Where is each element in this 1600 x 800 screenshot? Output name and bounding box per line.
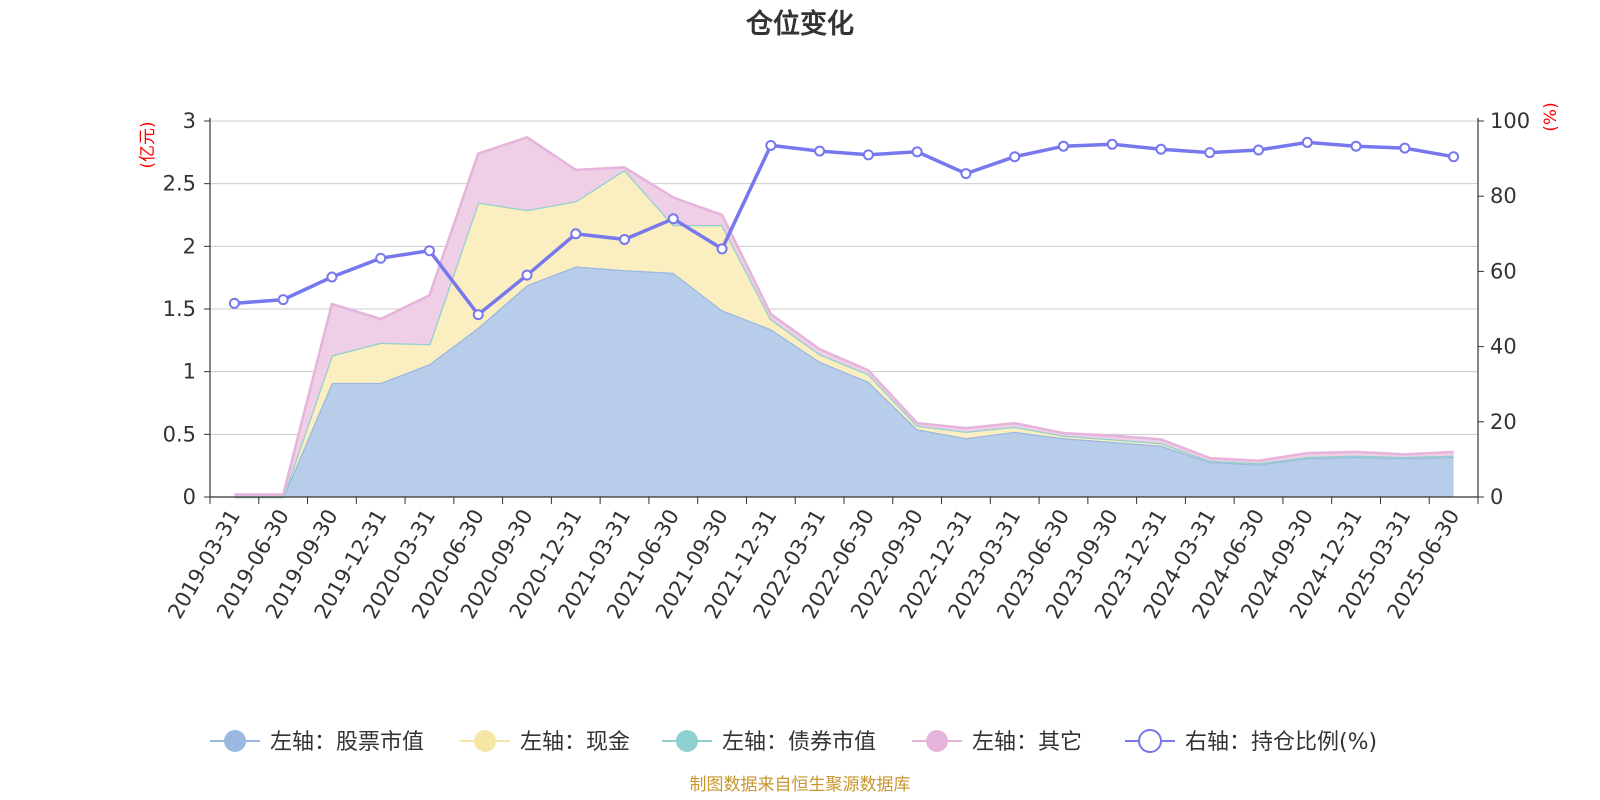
ratio-point <box>570 228 582 240</box>
right-axis-tick-label: 100 <box>1490 109 1530 133</box>
right-axis-tick-label: 60 <box>1490 259 1517 283</box>
left-axis-tick-label: 1 <box>183 360 196 384</box>
ratio-point <box>716 243 728 255</box>
legend-item[interactable]: 左轴：股票市值 <box>210 730 424 755</box>
ratio-point <box>911 146 923 158</box>
ratio-point <box>1106 138 1118 150</box>
ratio-point <box>667 213 679 225</box>
ratio-point <box>521 269 533 281</box>
legend-item[interactable]: 左轴：其它 <box>912 730 1082 755</box>
legend-label: 左轴：股票市值 <box>270 730 424 755</box>
ratio-point <box>472 309 484 321</box>
left-axis-tick-label: 0 <box>183 485 196 509</box>
ratio-point <box>1057 140 1069 152</box>
ratio-point <box>1448 151 1460 163</box>
position-ratio-series <box>228 136 1460 321</box>
legend-label: 左轴：现金 <box>520 730 630 755</box>
left-axis-tick-label: 0.5 <box>163 422 196 446</box>
legend-marker-icon <box>224 730 246 752</box>
ratio-point <box>375 252 387 264</box>
right-axis-tick-label: 40 <box>1490 335 1517 359</box>
legend-marker-icon <box>676 730 698 752</box>
ratio-point <box>1204 147 1216 159</box>
data-source-note: 制图数据来自恒生聚源数据库 <box>690 775 911 795</box>
legend-marker-icon <box>1138 729 1162 753</box>
ratio-point <box>228 297 240 309</box>
left-axis-tick-label: 2 <box>183 234 196 258</box>
legend-item[interactable]: 左轴：现金 <box>460 730 630 755</box>
ratio-point <box>423 245 435 257</box>
right-axis-tick-label: 20 <box>1490 410 1517 434</box>
chart-title: 仓位变化 <box>745 8 854 40</box>
area-1 <box>234 266 1454 497</box>
ratio-point <box>326 271 338 283</box>
legend-label: 左轴：其它 <box>972 730 1082 755</box>
ratio-point <box>1009 151 1021 163</box>
stacked-area-series <box>234 135 1454 499</box>
area-edge-4 <box>234 135 1454 496</box>
ratio-point <box>1155 143 1167 155</box>
ratio-point <box>765 139 777 151</box>
legend-item[interactable]: 右轴：持仓比例(%) <box>1125 729 1377 755</box>
ratio-point <box>619 233 631 245</box>
ratio-point <box>1301 136 1313 148</box>
left-axis-unit: (亿元) <box>138 121 158 168</box>
legend-label: 右轴：持仓比例(%) <box>1185 730 1377 755</box>
legend-marker-icon <box>926 730 948 752</box>
ratio-point <box>862 149 874 161</box>
ratio-point <box>1399 142 1411 154</box>
ratio-point <box>960 168 972 180</box>
legend-marker-icon <box>474 730 496 752</box>
ratio-line <box>234 140 1454 318</box>
legend-item[interactable]: 左轴：债券市值 <box>662 730 876 755</box>
ratio-point <box>1350 140 1362 152</box>
legend[interactable]: 左轴：股票市值 左轴：现金 左轴：债券市值 左轴：其它 右轴：持仓比例(%) <box>210 729 1377 755</box>
area-2 <box>234 169 1454 497</box>
ratio-point <box>277 294 289 306</box>
right-axis-tick-label: 80 <box>1490 184 1517 208</box>
ratio-point <box>814 145 826 157</box>
right-axis-unit: (%) <box>1541 102 1561 131</box>
ratio-point <box>1253 144 1265 156</box>
left-axis-tick-label: 2.5 <box>163 172 196 196</box>
legend-label: 左轴：债券市值 <box>722 730 876 755</box>
right-axis-tick-label: 0 <box>1490 485 1503 509</box>
left-axis-tick-label: 3 <box>183 109 196 133</box>
left-axis-tick-label: 1.5 <box>163 297 196 321</box>
